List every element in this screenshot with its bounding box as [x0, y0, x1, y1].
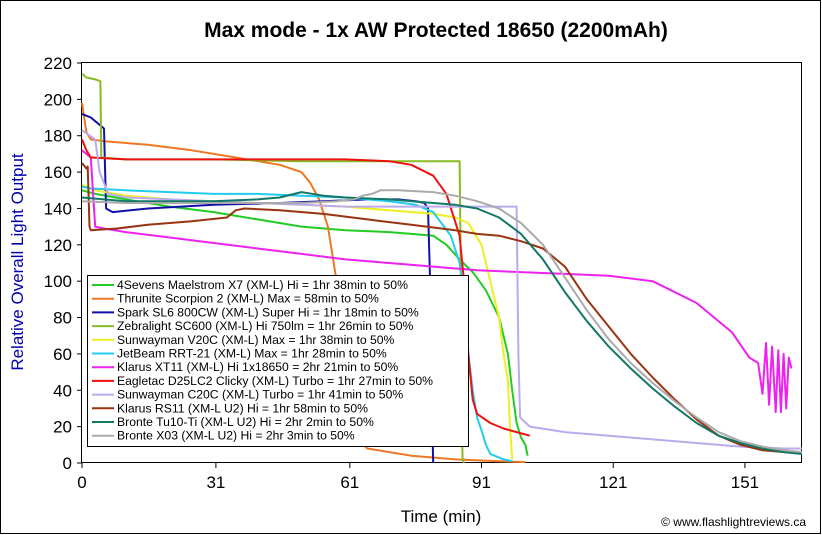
x-tick-label: 31: [206, 473, 225, 492]
y-tick-label: 100: [44, 272, 72, 291]
y-tick-label: 0: [63, 454, 72, 473]
legend-box: [87, 275, 469, 447]
y-axis-label: Relative Overall Light Output: [8, 153, 27, 371]
x-tick-label: 61: [340, 473, 359, 492]
x-axis-label: Time (min): [401, 507, 482, 526]
legend-entry: Zebralight SC600 (XM-L) Hi 750lm = 1hr 2…: [117, 319, 414, 333]
y-tick-label: 20: [53, 418, 72, 437]
x-axis: 0 31 61 91 121 151: [77, 463, 759, 492]
legend-entry: 4Sevens Maelstrom X7 (XM-L) Hi = 1hr 38m…: [117, 278, 408, 292]
series-line-6: [81, 185, 513, 463]
series-line-1: [81, 189, 529, 456]
credit-text: © www.flashlightreviews.ca: [661, 515, 806, 529]
y-tick-label: 180: [44, 127, 72, 146]
y-tick-label: 140: [44, 199, 72, 218]
y-tick-label: 40: [53, 381, 72, 400]
x-tick-label: 0: [77, 473, 86, 492]
y-tick-label: 160: [44, 163, 72, 182]
y-tick-label: 60: [53, 345, 72, 364]
x-tick-label: 151: [731, 473, 759, 492]
x-tick-label: 91: [472, 473, 491, 492]
y-tick-label: 220: [44, 54, 72, 73]
y-tick-label: 200: [44, 90, 72, 109]
y-tick-label: 80: [53, 309, 72, 328]
legend-entry: Bronte Tu10-Ti (XM-L U2) Hi = 2hr 2min t…: [117, 415, 374, 429]
series-line-9: [81, 129, 802, 450]
legend-entry: JetBeam RRT-21 (XM-L) Max = 1hr 28min to…: [117, 347, 387, 361]
legend-entry: Sunwayman C20C (XM-L) Turbo = 1hr 41min …: [117, 388, 403, 402]
legend-entry: Klarus XT11 (XM-L) Hi 1x18650 = 2hr 21mi…: [117, 360, 398, 374]
series-line-7: [81, 149, 793, 414]
y-tick-label: 120: [44, 236, 72, 255]
series-line-11: [81, 191, 803, 455]
legend: 4Sevens Maelstrom X7 (XM-L) Hi = 1hr 38m…: [87, 275, 469, 447]
legend-entry: Spark SL6 800CW (XM-L) Super Hi = 1hr 18…: [117, 305, 419, 319]
chart-title: Max mode - 1x AW Protected 18650 (2200mA…: [204, 19, 668, 42]
series-line-2: [81, 102, 526, 464]
legend-entry: Klarus RS11 (XM-L U2) Hi = 1hr 58min to …: [117, 401, 368, 415]
series-line-8: [81, 139, 531, 437]
legend-entry: Thrunite Scorpion 2 (XM-L) Max = 58min t…: [117, 292, 379, 306]
y-axis: 0 20 40 60 80 100 120 140 160 180 200 220: [44, 54, 82, 473]
legend-items: 4Sevens Maelstrom X7 (XM-L) Hi = 1hr 38m…: [92, 278, 433, 443]
x-tick-label: 121: [599, 473, 627, 492]
legend-entry: Bronte X03 (XM-L U2) Hi = 2hr 3min to 50…: [117, 429, 355, 443]
legend-entry: Sunwayman V20C (XM-L) Max = 1hr 38min to…: [117, 333, 395, 347]
legend-entry: Eagletac D25LC2 Clicky (XM-L) Turbo = 1h…: [117, 374, 433, 388]
series-line-10: [81, 162, 803, 455]
series-line-12: [81, 189, 803, 454]
